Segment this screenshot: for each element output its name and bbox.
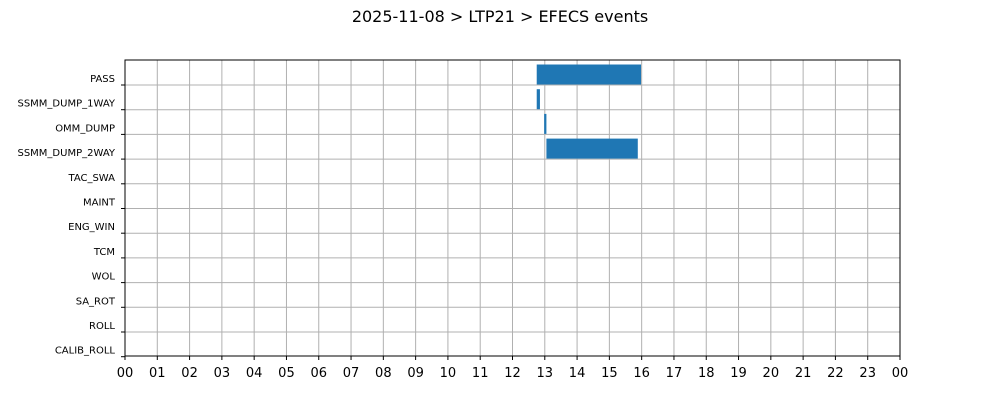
y-tick-label: SSMM_DUMP_2WAY — [17, 148, 115, 159]
x-tick-label: 16 — [633, 366, 650, 381]
x-tick-label: 01 — [149, 366, 166, 381]
event-bar — [546, 138, 638, 159]
y-tick-label: CALIB_ROLL — [55, 346, 116, 357]
grid — [124, 60, 901, 356]
y-tick-label: WOL — [92, 272, 116, 283]
y-tick-label: MAINT — [83, 198, 116, 209]
x-tick-label: 07 — [343, 366, 360, 381]
x-tick-label: 10 — [440, 366, 457, 381]
chart-title: 2025-11-08 > LTP21 > EFECS events — [352, 7, 648, 26]
event-bar — [536, 64, 642, 85]
x-tick-label: 03 — [214, 366, 231, 381]
x-tick-label: 08 — [375, 366, 392, 381]
x-tick-label: 09 — [407, 366, 424, 381]
y-tick-label: ENG_WIN — [68, 222, 115, 233]
x-tick-label: 23 — [859, 366, 876, 381]
event-bar — [544, 113, 547, 134]
y-tick-label: TCM — [93, 247, 115, 258]
x-tick-label: 19 — [730, 366, 747, 381]
x-tick-label: 22 — [827, 366, 844, 381]
x-tick-label: 02 — [181, 366, 198, 381]
x-tick-label: 12 — [504, 366, 521, 381]
x-tick-label: 11 — [472, 366, 489, 381]
x-tick-label: 00 — [117, 366, 134, 381]
bars — [536, 64, 642, 159]
x-tick-label: 04 — [246, 366, 263, 381]
x-tick-label: 21 — [795, 366, 812, 381]
y-tick-label: PASS — [90, 74, 115, 85]
x-tick-label: 06 — [310, 366, 327, 381]
x-tick-label: 00 — [892, 366, 909, 381]
x-tick-label: 05 — [278, 366, 295, 381]
x-tick-label: 20 — [763, 366, 780, 381]
event-bar — [536, 89, 540, 110]
y-axis: PASS SSMM_DUMP_1WAY OMM_DUMP SSMM_DUMP_2WAY… — [17, 74, 125, 358]
x-tick-label: 14 — [569, 366, 586, 381]
x-tick-label: 13 — [537, 366, 554, 381]
y-tick-label: ROLL — [89, 321, 115, 332]
y-tick-label: SA_ROT — [76, 296, 116, 307]
x-tick-label: 15 — [601, 366, 618, 381]
x-tick-label: 18 — [698, 366, 715, 381]
y-tick-label: SSMM_DUMP_1WAY — [17, 99, 115, 110]
y-tick-label: TAC_SWA — [67, 173, 115, 184]
y-tick-label: OMM_DUMP — [55, 123, 115, 134]
x-tick-label: 17 — [666, 366, 683, 381]
x-axis: 00 01 02 03 04 05 06 07 08 09 10 11 12 13 14 15 16 17 18 19… — [117, 356, 909, 381]
